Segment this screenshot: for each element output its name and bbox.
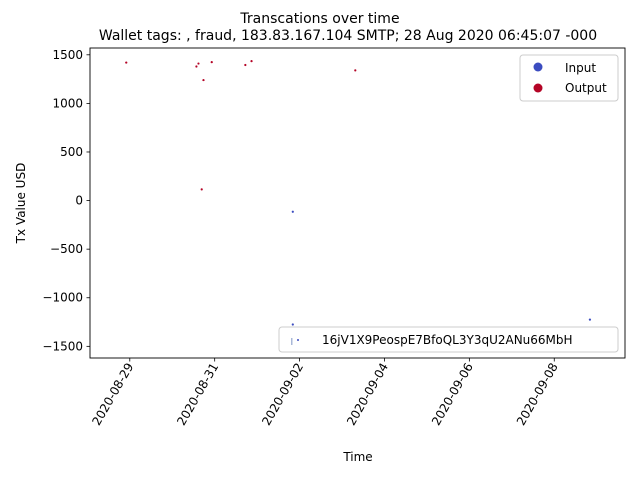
address-legend-marker-dot <box>297 339 299 341</box>
y-tick-label: 0 <box>75 194 83 208</box>
legend-box <box>519 54 619 102</box>
output-point <box>195 65 198 68</box>
y-tick-label: 1000 <box>52 96 83 110</box>
address-legend: 16jV1X9PeospE7BfoQL3Y3qU2ANu66MbH <box>278 326 619 353</box>
output-point <box>125 61 128 64</box>
output-point <box>354 69 357 72</box>
address-legend-box <box>278 326 619 353</box>
y-axis-label: Tx Value USD <box>14 163 28 245</box>
output-point <box>244 63 247 67</box>
output-point <box>202 78 205 82</box>
chart-title: Transcations over time <box>239 11 399 27</box>
x-axis-label: Time <box>342 450 372 464</box>
address-legend-label: 16jV1X9PeospE7BfoQL3Y3qU2ANu66MbH <box>322 333 573 347</box>
legend-output-marker <box>533 83 543 93</box>
legend-input-marker <box>533 62 543 72</box>
x-axis: 2020-08-29 2020-08-31 2020-09-02 2020-09-04… <box>89 358 561 428</box>
y-tick-label: −500 <box>50 242 83 256</box>
output-point <box>250 60 253 63</box>
x-tick-label: 2020-08-29 <box>89 361 136 428</box>
output-point <box>197 62 200 65</box>
output-point <box>210 60 213 64</box>
y-axis: 1500 1000 500 0 −500 −1000 −1500 <box>42 48 90 353</box>
x-tick-label: 2020-09-06 <box>429 361 476 428</box>
y-tick-label: −1500 <box>42 339 83 353</box>
input-point <box>588 318 592 321</box>
legend: Input Output <box>519 54 619 102</box>
input-point <box>291 323 294 326</box>
y-tick-label: 1500 <box>52 48 83 62</box>
legend-output-label: Output <box>565 81 607 95</box>
legend-input-label: Input <box>565 61 596 75</box>
x-tick-label: 2020-09-02 <box>259 361 306 428</box>
x-tick-label: 2020-09-08 <box>514 361 561 428</box>
x-tick-label: 2020-08-31 <box>174 361 221 428</box>
x-tick-label: 2020-09-04 <box>344 361 391 428</box>
data-points <box>125 60 592 326</box>
y-tick-label: −1000 <box>42 291 83 305</box>
output-point <box>200 188 203 191</box>
chart-subtitle: Wallet tags: , fraud, 183.83.167.104 SMT… <box>99 28 597 44</box>
input-point <box>291 210 294 213</box>
y-tick-label: 500 <box>60 145 83 159</box>
address-legend-marker <box>291 338 293 345</box>
